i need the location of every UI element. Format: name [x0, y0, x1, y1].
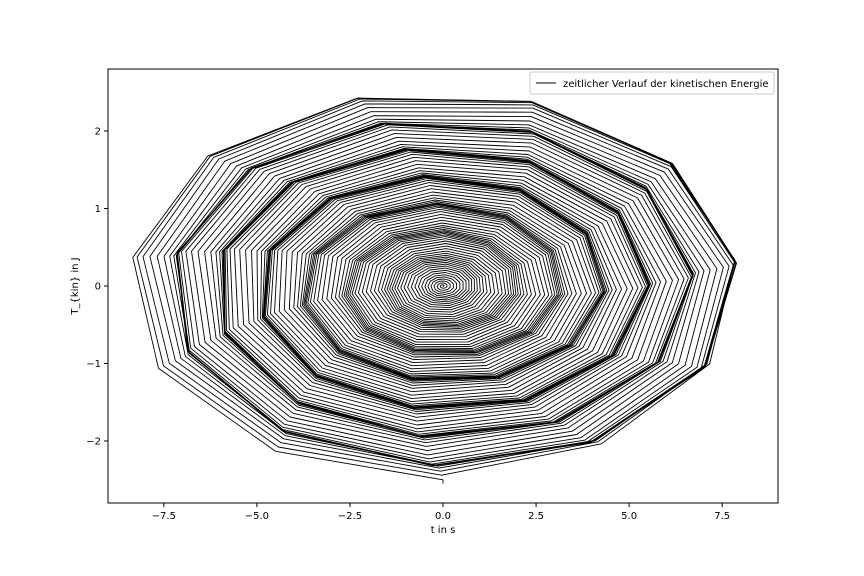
x-tick-label: 0.0	[435, 511, 451, 522]
x-axis-label: t in s	[431, 525, 456, 536]
legend: zeitlicher Verlauf der kinetischen Energ…	[529, 71, 775, 95]
y-tick-label: 2	[95, 127, 101, 138]
legend-entry-label: zeitlicher Verlauf der kinetischen Energ…	[563, 79, 769, 90]
y-tick-label: −2	[86, 437, 101, 448]
y-tick-label: 0	[95, 282, 101, 293]
y-axis-ticks: −2 −1 0 1 2	[86, 127, 108, 448]
x-tick-label: 5.0	[621, 511, 637, 522]
x-axis-ticks: −7.5 −5.0 −2.5 0.0 2.5 5.0 7.5	[152, 503, 730, 522]
series-layer	[132, 97, 737, 484]
x-tick-label: −5.0	[245, 511, 269, 522]
y-tick-label: −1	[86, 359, 101, 370]
x-tick-label: 7.5	[714, 511, 730, 522]
y-tick-label: 1	[95, 204, 101, 215]
x-tick-label: −7.5	[152, 511, 176, 522]
x-tick-label: 2.5	[528, 511, 544, 522]
y-axis-label: T_{kin} in J	[70, 257, 81, 315]
series-line-kinetic-energy	[132, 97, 737, 484]
x-tick-label: −2.5	[338, 511, 362, 522]
legend-box	[529, 71, 775, 95]
